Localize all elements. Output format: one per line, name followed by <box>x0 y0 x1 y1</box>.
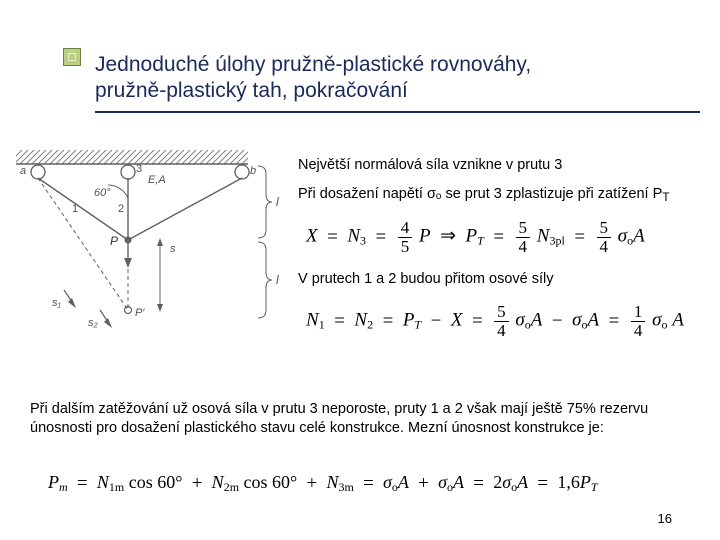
eq3-cos2: cos <box>244 472 268 492</box>
para-2-sub: T <box>662 190 669 204</box>
eq1-N3: N <box>347 226 360 247</box>
eq3-ang1: 60° <box>157 472 182 492</box>
rod-1: 1 <box>72 203 78 215</box>
label-3: 3 <box>136 163 142 175</box>
para-2-sigma: σₒ <box>427 186 441 202</box>
disp-s: s <box>170 243 176 255</box>
eq3-PmSub: m <box>59 480 68 494</box>
eq3-PT: P <box>580 472 591 492</box>
eq3-N2m: N <box>212 472 224 492</box>
eq2-PT: P <box>403 310 415 331</box>
node-p: P <box>110 234 118 248</box>
para-2: Při dosažení napětí σₒ se prut 3 zplasti… <box>298 185 705 206</box>
eq1-A: A <box>633 226 645 247</box>
angle-label: 60° <box>94 187 111 199</box>
eq2-f2d: 4 <box>631 322 646 340</box>
title-bullet <box>63 48 81 66</box>
eq3-two: 2 <box>493 472 502 492</box>
para-2b: se prut 3 zplastizuje při zatížení P <box>441 186 662 202</box>
label-a: a <box>20 165 26 177</box>
eq1-f2n: 5 <box>516 219 531 238</box>
eq1-f1n: 4 <box>398 219 413 238</box>
eq2-N2: N <box>354 310 367 331</box>
eq1-f3n: 5 <box>597 219 612 238</box>
eq1-PTsub: T <box>477 234 484 248</box>
eq1-N3plSub: 3pl <box>549 234 564 248</box>
page-number: 16 <box>658 511 672 526</box>
eq1-imp: ⇒ <box>440 226 456 247</box>
eq1-P: P <box>419 226 431 247</box>
eq1-X: X <box>306 226 318 247</box>
eq1-f2d: 4 <box>516 238 531 256</box>
eq2-PTsub: T <box>414 318 421 332</box>
truss-diagram: 60° a 3 b 1 2 P P′ s s₁ s₂ l l E,A <box>10 150 286 336</box>
eq2-A2: A <box>587 310 599 331</box>
rod-2: 2 <box>118 203 124 215</box>
slide-title: Jednoduché úlohy pružně-plastické rovnov… <box>95 52 700 113</box>
title-line1: Jednoduché úlohy pružně-plastické rovnov… <box>95 53 531 76</box>
equation-3: Pm = N1m cos 60° + N2m cos 60° + N3m = σ… <box>48 472 598 495</box>
eq3-N3mSub: 3m <box>338 480 353 494</box>
para-3: V prutech 1 a 2 budou přitom osové síly <box>298 270 705 289</box>
eq3-PTsub: T <box>591 480 598 494</box>
para-2a: Při dosažení napětí <box>298 186 427 202</box>
eq3-N2mSub: 2m <box>224 480 239 494</box>
eq3-sig2: σ <box>438 472 447 492</box>
lower-paragraph: Při dalším zatěžování už osová síla v pr… <box>30 400 700 438</box>
eq2-f2n: 1 <box>631 303 646 322</box>
equation-1: X = N3 = 45 P ⇒ PT = 54 N3pl = 54 σoA <box>306 219 705 256</box>
eq1-f1d: 5 <box>398 238 413 256</box>
eq3-sig3: σ <box>502 472 511 492</box>
eq2-A: A <box>531 310 543 331</box>
body-right-column: Největší normálová síla vznikne v prutu … <box>298 156 705 354</box>
equation-2: N1 = N2 = PT − X = 54 σoA − σoA = 14 σo … <box>306 303 705 340</box>
eq2-N1: N <box>306 310 319 331</box>
eq2-N2sub: 2 <box>367 318 373 332</box>
title-line2: pružně-plastický tah, pokračování <box>95 79 408 102</box>
eq3-N1m: N <box>97 472 109 492</box>
eq2-sig: σ <box>515 310 524 331</box>
eq1-f3d: 4 <box>597 238 612 256</box>
bracket-l-lower: l <box>276 273 279 287</box>
eq2-X: X <box>451 310 463 331</box>
node-p-prime: P′ <box>135 307 145 319</box>
disp-s1: s₁ <box>52 297 62 309</box>
eq2-f1n: 5 <box>494 303 509 322</box>
eq1-N3pl: N <box>537 226 550 247</box>
label-b: b <box>250 165 256 177</box>
eq2-f1d: 4 <box>494 322 509 340</box>
eq3-cos1: cos <box>129 472 153 492</box>
lower-text: Při dalším zatěžování už osová síla v pr… <box>30 400 700 438</box>
bracket-l-upper: l <box>276 195 279 209</box>
eq2-A3: A <box>672 310 684 331</box>
eq2-N1sub: 1 <box>319 318 325 332</box>
eq2-sigSub3: o <box>661 318 667 332</box>
eq1-sig: σ <box>618 226 627 247</box>
eq3-ang2: 60° <box>272 472 297 492</box>
eq3-Pm: P <box>48 472 59 492</box>
label-ea: E,A <box>148 174 166 186</box>
eq3-N1mSub: 1m <box>109 480 124 494</box>
eq3-A1: A <box>398 472 409 492</box>
eq3-coef: 1,6 <box>557 472 580 492</box>
eq1-PT: P <box>466 226 478 247</box>
eq3-A2: A <box>453 472 464 492</box>
eq3-A3: A <box>517 472 528 492</box>
para-1: Největší normálová síla vznikne v prutu … <box>298 156 705 175</box>
eq1-N3sub: 3 <box>360 234 366 248</box>
disp-s2: s₂ <box>88 317 99 329</box>
eq3-N3m: N <box>326 472 338 492</box>
eq3-sig1: σ <box>383 472 392 492</box>
